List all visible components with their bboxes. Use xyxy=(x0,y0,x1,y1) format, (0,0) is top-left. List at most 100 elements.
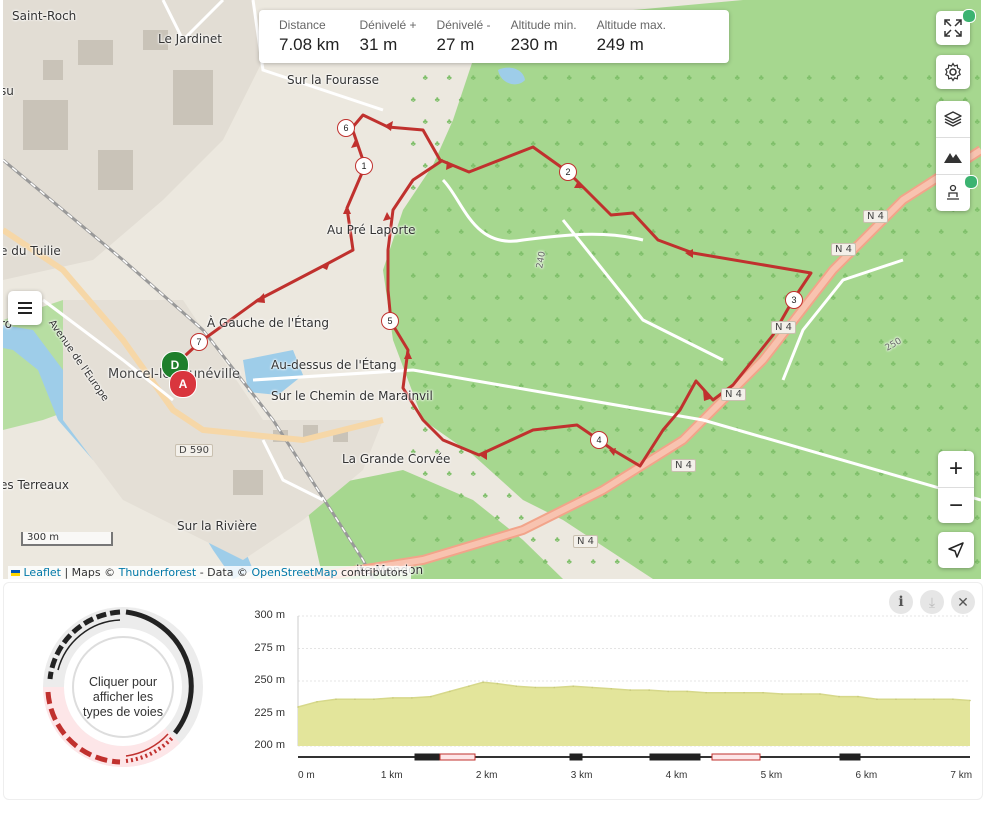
road-label-d590: D 590 xyxy=(175,444,213,457)
layers-button[interactable] xyxy=(936,101,970,138)
svg-text:♣: ♣ xyxy=(759,249,765,258)
svg-text:♣: ♣ xyxy=(495,469,501,478)
way-types-ring[interactable] xyxy=(34,598,212,776)
svg-text:♣: ♣ xyxy=(819,403,825,412)
elevation-point xyxy=(591,686,594,689)
svg-text:♣: ♣ xyxy=(591,249,597,258)
svg-text:♣: ♣ xyxy=(795,491,801,500)
way-types-text[interactable]: Cliquer pour afficher les types de voies xyxy=(83,675,163,719)
close-button[interactable]: ✕ xyxy=(951,590,975,614)
waypoint-marker[interactable]: 7 xyxy=(190,333,208,351)
svg-text:♣: ♣ xyxy=(675,447,681,456)
settings-button[interactable] xyxy=(936,55,970,89)
svg-text:♣: ♣ xyxy=(807,469,813,478)
svg-text:♣: ♣ xyxy=(579,227,585,236)
svg-text:♣: ♣ xyxy=(531,535,537,544)
svg-text:♣: ♣ xyxy=(879,425,885,434)
way-type-segment xyxy=(711,753,761,761)
leaflet-link[interactable]: Leaflet xyxy=(23,566,61,579)
svg-text:♣: ♣ xyxy=(819,183,825,192)
way-type-segment xyxy=(839,753,861,761)
svg-text:♣: ♣ xyxy=(927,513,933,522)
svg-text:♣: ♣ xyxy=(927,293,933,302)
svg-text:♣: ♣ xyxy=(951,425,957,434)
svg-text:♣: ♣ xyxy=(771,535,777,544)
waypoint-marker[interactable]: 2 xyxy=(559,163,577,181)
svg-text:♣: ♣ xyxy=(747,227,753,236)
svg-text:♣: ♣ xyxy=(915,315,921,324)
svg-text:♣: ♣ xyxy=(747,271,753,280)
relief-button[interactable] xyxy=(936,138,970,175)
svg-text:♣: ♣ xyxy=(447,469,453,478)
svg-text:♣: ♣ xyxy=(891,139,897,148)
svg-text:♣: ♣ xyxy=(963,95,969,104)
thunderforest-link[interactable]: Thunderforest xyxy=(118,566,197,579)
svg-text:♣: ♣ xyxy=(891,95,897,104)
svg-text:♣: ♣ xyxy=(723,491,729,500)
svg-text:♣: ♣ xyxy=(531,183,537,192)
zoom-in-button[interactable]: + xyxy=(938,451,974,488)
svg-text:♣: ♣ xyxy=(519,293,525,302)
waypoint-marker[interactable]: 6 xyxy=(337,119,355,137)
hiker-button[interactable] xyxy=(936,175,970,211)
waypoint-marker[interactable]: 4 xyxy=(590,431,608,449)
svg-text:♣: ♣ xyxy=(639,425,645,434)
svg-text:♣: ♣ xyxy=(795,227,801,236)
svg-text:♣: ♣ xyxy=(975,513,981,522)
svg-text:♣: ♣ xyxy=(723,139,729,148)
svg-text:♣: ♣ xyxy=(783,557,789,566)
svg-text:♣: ♣ xyxy=(915,535,921,544)
svg-text:♣: ♣ xyxy=(687,557,693,566)
svg-text:♣: ♣ xyxy=(471,161,477,170)
svg-text:♣: ♣ xyxy=(591,337,597,346)
svg-text:♣: ♣ xyxy=(807,161,813,170)
svg-text:♣: ♣ xyxy=(819,95,825,104)
menu-button[interactable] xyxy=(8,291,42,325)
svg-text:♣: ♣ xyxy=(471,513,477,522)
waypoint-marker[interactable]: 3 xyxy=(785,291,803,309)
svg-text:♣: ♣ xyxy=(615,557,621,566)
svg-text:♣: ♣ xyxy=(771,95,777,104)
svg-text:♣: ♣ xyxy=(975,205,981,214)
svg-text:♣: ♣ xyxy=(795,359,801,368)
svg-text:♣: ♣ xyxy=(783,381,789,390)
svg-text:♣: ♣ xyxy=(711,425,717,434)
map[interactable]: ♣ ♣ ♣ ♣ ♣ ♣ ♣ ♣ ♣ ♣ ♣ ♣ ♣ ♣ ♣ ♣ ♣ ♣ ♣ ♣ ♣ ♣ ♣ ♣ ♣ ♣ ♣ ♣ ♣ ♣ ♣ ♣ ♣ ♣ ♣ ♣ ♣ ♣ ♣ ♣… xyxy=(3,0,981,579)
download-button[interactable]: ⤓ xyxy=(920,590,944,614)
svg-text:♣: ♣ xyxy=(531,315,537,324)
end-marker[interactable]: A xyxy=(169,370,197,398)
zoom-out-button[interactable]: − xyxy=(948,492,963,519)
svg-text:♣: ♣ xyxy=(495,117,501,126)
road-label-n4: N 4 xyxy=(771,321,797,334)
info-button[interactable]: i xyxy=(889,590,913,614)
sync-badge xyxy=(962,9,976,23)
svg-text:♣: ♣ xyxy=(483,315,489,324)
svg-text:♣: ♣ xyxy=(903,205,909,214)
svg-text:♣: ♣ xyxy=(615,161,621,170)
waypoint-marker[interactable]: 1 xyxy=(355,157,373,175)
svg-text:♣: ♣ xyxy=(855,381,861,390)
svg-text:♣: ♣ xyxy=(927,205,933,214)
waypoint-marker[interactable]: 5 xyxy=(381,312,399,330)
locate-button[interactable] xyxy=(938,532,974,568)
layers-icon xyxy=(944,111,962,127)
svg-text:♣: ♣ xyxy=(711,557,717,566)
svg-text:♣: ♣ xyxy=(591,557,597,566)
svg-text:♣: ♣ xyxy=(951,337,957,346)
svg-text:♣: ♣ xyxy=(627,491,633,500)
svg-text:♣: ♣ xyxy=(507,491,513,500)
svg-text:♣: ♣ xyxy=(603,95,609,104)
svg-text:♣: ♣ xyxy=(567,381,573,390)
svg-text:♣: ♣ xyxy=(567,73,573,82)
svg-text:♣: ♣ xyxy=(927,337,933,346)
stat-label: Altitude min. xyxy=(510,18,577,32)
svg-text:♣: ♣ xyxy=(819,491,825,500)
osm-link[interactable]: OpenStreetMap xyxy=(251,566,338,579)
svg-text:♣: ♣ xyxy=(843,447,849,456)
stat-label: Altitude max. xyxy=(596,18,666,32)
svg-text:♣: ♣ xyxy=(555,271,561,280)
svg-text:♣: ♣ xyxy=(615,425,621,434)
svg-text:♣: ♣ xyxy=(759,161,765,170)
place-au-pre-laporte: Au Pré Laporte xyxy=(327,223,416,237)
